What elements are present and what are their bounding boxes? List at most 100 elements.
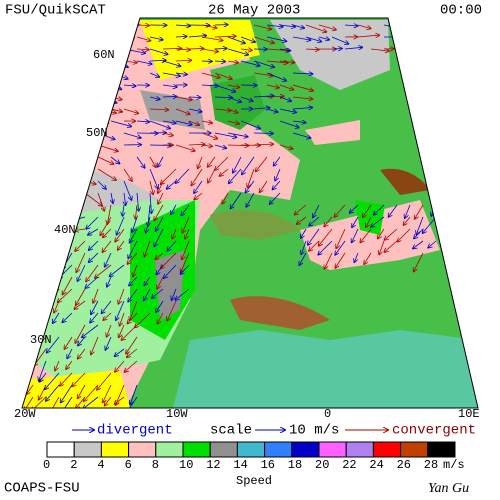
wind-arrow <box>188 36 206 37</box>
wind-arrow <box>49 252 60 262</box>
wind-arrow <box>93 288 99 303</box>
wind-arrow <box>194 192 203 199</box>
wind-arrow <box>266 36 286 41</box>
wind-arrow <box>136 60 152 64</box>
wind-arrow <box>76 252 86 272</box>
scale-value: 10 m/s <box>289 423 339 439</box>
wind-arrow <box>110 264 125 276</box>
wind-arrow <box>201 132 217 139</box>
wind-arrow <box>71 120 85 124</box>
wind-arrow <box>409 48 424 49</box>
wind-arrow <box>76 396 86 408</box>
wind-arrow <box>175 49 190 50</box>
wind-arrow <box>105 336 112 350</box>
wind-arrow <box>13 277 20 293</box>
wind-arrow <box>114 348 125 356</box>
wind-arrow <box>181 252 190 272</box>
wind-arrow <box>54 300 60 313</box>
wind-arrow <box>292 24 304 28</box>
wind-arrow <box>107 324 112 337</box>
wind-arrow <box>253 108 270 109</box>
wind-arrow <box>66 360 73 369</box>
wind-arrow <box>214 109 231 111</box>
wind-arrow <box>115 396 125 404</box>
wind-arrow <box>309 216 320 226</box>
wind-arrow <box>227 108 238 113</box>
wind-arrow <box>256 156 268 171</box>
wind-arrow <box>22 120 38 124</box>
wind-arrow <box>126 336 138 354</box>
wind-arrow <box>246 192 255 207</box>
wind-arrow <box>101 300 112 313</box>
wind-arrow <box>201 36 223 41</box>
wind-arrow <box>22 252 34 267</box>
wind-arrow <box>123 180 132 200</box>
wind-arrow <box>60 372 73 386</box>
wind-arrow <box>85 276 99 288</box>
wind-arrow <box>48 396 60 408</box>
wind-arrow <box>301 240 307 254</box>
wind-arrow <box>45 96 58 102</box>
wind-arrow <box>154 204 164 221</box>
wind-arrow <box>227 145 249 146</box>
wind-arrow <box>58 84 75 89</box>
wind-arrow <box>279 49 290 51</box>
wind-arrow <box>201 85 218 86</box>
wind-arrow <box>78 384 86 398</box>
wind-arrow <box>292 73 313 74</box>
wind-arrow <box>128 240 138 258</box>
wind-arrow <box>32 172 37 194</box>
wind-arrow <box>124 360 138 372</box>
color-box <box>400 441 429 458</box>
wind-arrow <box>253 60 274 67</box>
wind-arrow <box>60 396 73 408</box>
wind-arrow <box>185 228 190 239</box>
wind-arrow <box>162 96 177 97</box>
wind-arrow <box>188 109 202 112</box>
wind-arrow <box>149 156 156 167</box>
wind-arrow <box>384 240 398 252</box>
lon-label: 10E <box>458 407 480 421</box>
wind-arrow <box>182 240 190 260</box>
wind-arrow <box>118 288 125 304</box>
wind-arrow <box>157 276 164 289</box>
wind-arrow <box>89 252 99 262</box>
wind-arrow <box>20 182 22 193</box>
wind-arrow <box>150 192 151 213</box>
color-box <box>128 441 157 458</box>
wind-arrow <box>144 240 151 256</box>
wind-arrow <box>32 108 49 115</box>
wind-arrow <box>41 240 47 252</box>
map-frame <box>21 17 479 409</box>
wind-arrow <box>86 216 99 229</box>
wind-arrow <box>253 36 274 43</box>
wind-arrow <box>175 36 187 37</box>
wind-arrow <box>58 152 70 158</box>
wind-arrow <box>75 240 86 251</box>
wind-arrow <box>227 132 248 137</box>
wind-arrow <box>58 144 75 148</box>
wind-arrow <box>308 228 320 245</box>
wind-arrow <box>318 24 336 30</box>
wind-arrow <box>78 336 86 346</box>
wind-arrow <box>194 180 203 193</box>
wind-arrow <box>105 396 112 406</box>
color-box <box>182 441 211 458</box>
wind-arrow <box>95 264 112 278</box>
wind-arrow <box>357 24 371 29</box>
wind-arrow <box>137 192 139 211</box>
wind-arrow <box>201 48 218 52</box>
wind-arrow <box>295 204 307 215</box>
wind-arrow <box>172 228 177 239</box>
wind-arrow <box>149 109 168 110</box>
lat-label: 60N <box>93 48 115 62</box>
wind-arrow <box>123 85 136 86</box>
wind-arrow <box>222 192 229 204</box>
wind-arrow <box>32 164 41 182</box>
wind-arrow <box>172 288 177 300</box>
wind-arrow <box>61 384 73 403</box>
wind-arrow <box>422 216 437 233</box>
wind-arrow <box>214 72 232 79</box>
wind-arrow <box>58 48 69 52</box>
wind-arrow <box>230 192 242 208</box>
